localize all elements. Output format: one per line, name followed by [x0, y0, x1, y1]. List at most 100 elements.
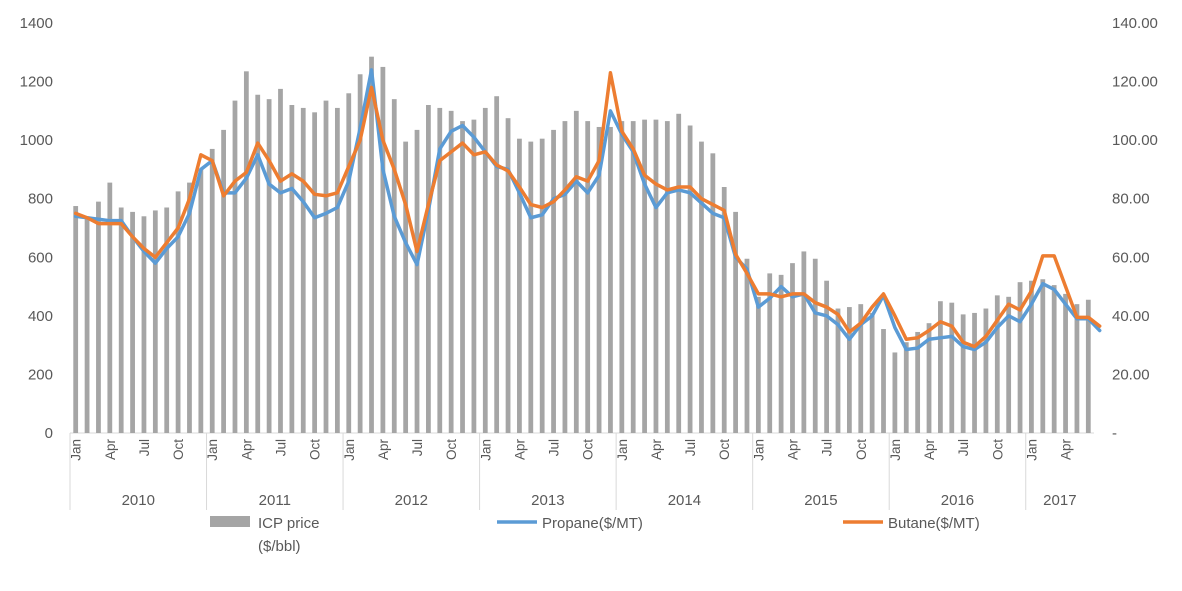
month-tick-label: Oct [171, 439, 186, 460]
icp-price-bar [471, 119, 477, 433]
left-tick-label: 1000 [20, 132, 53, 149]
legend: ICP price ($/bbl) Propane($/MT) Butane($… [210, 515, 980, 555]
icp-price-bar [73, 206, 79, 433]
icp-price-bar [539, 138, 545, 433]
legend-swatch-icp [210, 516, 250, 527]
icp-price-bar [357, 74, 363, 433]
icp-price-bar [1017, 282, 1023, 433]
icp-price-bar [300, 107, 306, 434]
icp-price-bar [198, 169, 204, 433]
icp-price-bar [596, 126, 602, 434]
price-lines [73, 68, 1102, 352]
month-tick-label: Oct [717, 439, 732, 460]
icp-price-bar [118, 207, 124, 433]
icp-price-bar [585, 121, 591, 434]
month-tick-label: Oct [990, 439, 1005, 460]
icp-price-bar [152, 210, 158, 433]
month-tick-label: Jul [547, 439, 562, 456]
icp-price-bar [551, 129, 556, 433]
year-label: 2012 [395, 492, 428, 509]
icp-price-bar [949, 302, 955, 433]
icp-price-bar [175, 191, 181, 433]
icp-price-bar [1040, 279, 1046, 433]
icp-price-bar [926, 323, 932, 433]
month-tick-label: Jul [683, 439, 698, 456]
month-tick-label: Jul [820, 439, 835, 456]
month-tick-label: Jul [137, 439, 152, 456]
year-label: 2013 [531, 492, 564, 509]
icp-price-bar [380, 66, 386, 434]
month-tick-label: Jan [69, 439, 84, 461]
month-tick-label: Jan [205, 439, 220, 461]
icp-price-bar [892, 352, 898, 433]
icp-price-bar [858, 304, 864, 433]
icp-price-bar [414, 129, 420, 433]
month-tick-label: Apr [103, 439, 118, 461]
icp-price-bar [426, 105, 431, 433]
month-tick-label: Jan [342, 439, 357, 461]
icp-price-bar [903, 342, 909, 433]
icp-price-bar [278, 88, 283, 433]
right-tick-label: 40.00 [1112, 308, 1150, 325]
left-tick-label: 200 [28, 366, 53, 383]
year-label: 2010 [122, 492, 155, 509]
icp-price-bar [1063, 293, 1068, 433]
icp-price-bar [972, 312, 977, 433]
icp-price-bar [289, 105, 295, 433]
icp-price-bar [391, 99, 397, 433]
icp-price-bar [869, 312, 875, 433]
icp-price-bar [801, 251, 807, 433]
propane-line [73, 68, 1102, 352]
month-tick-label: Jan [478, 439, 493, 461]
icp-price-bar [573, 110, 579, 434]
month-tick-label: Jul [410, 439, 425, 456]
right-tick-label: 80.00 [1112, 191, 1150, 208]
icp-price-bar [482, 107, 488, 434]
right-tick-label: 100.00 [1112, 132, 1158, 149]
right-tick-label: - [1112, 425, 1117, 442]
legend-label-butane: Butane($/MT) [888, 515, 980, 532]
icp-price-bar [243, 71, 249, 433]
icp-price-bar [835, 308, 841, 433]
icp-price-bar [733, 211, 738, 433]
icp-price-bar [938, 301, 943, 433]
month-tick-label: Oct [581, 439, 596, 460]
month-tick-label: Apr [512, 439, 527, 461]
icp-price-bar [232, 100, 238, 434]
icp-price-bar [744, 258, 750, 433]
right-tick-label: 20.00 [1112, 366, 1150, 383]
icp-price-bar [528, 141, 534, 434]
left-axis-ticks: 0 200 400 600 800 1000 1200 1400 [20, 15, 53, 442]
icp-price-bar [915, 331, 921, 433]
icp-price-bar [494, 96, 500, 434]
year-label: 2015 [804, 492, 837, 509]
month-tick-label: Oct [308, 439, 323, 460]
icp-price-bar [84, 216, 90, 433]
icp-price-bar [983, 308, 989, 433]
left-tick-label: 800 [28, 191, 53, 208]
left-tick-label: 600 [28, 249, 53, 266]
icp-price-bar [187, 182, 192, 433]
icp-price-bar [824, 280, 830, 433]
year-label: 2014 [668, 492, 701, 509]
icp-price-bar [562, 121, 568, 434]
icp-price-bar [1051, 285, 1057, 433]
icp-price-bar [699, 141, 704, 434]
icp-price-bar [676, 113, 682, 433]
icp-price-bar [437, 107, 443, 434]
month-tick-label: Jan [615, 439, 630, 461]
right-tick-label: 60.00 [1112, 249, 1150, 266]
icp-price-bar [608, 126, 613, 434]
icp-price-bar [517, 138, 522, 433]
icp-price-bars [73, 56, 1091, 434]
icp-price-bar [1006, 296, 1012, 433]
month-tick-label: Jul [956, 439, 971, 456]
icp-price-bar [755, 296, 761, 433]
icp-price-bar [812, 258, 818, 433]
icp-price-bar [710, 153, 716, 433]
month-tick-label: Jan [751, 439, 766, 461]
icp-price-bar [96, 201, 101, 433]
month-tick-label: Apr [376, 439, 391, 461]
